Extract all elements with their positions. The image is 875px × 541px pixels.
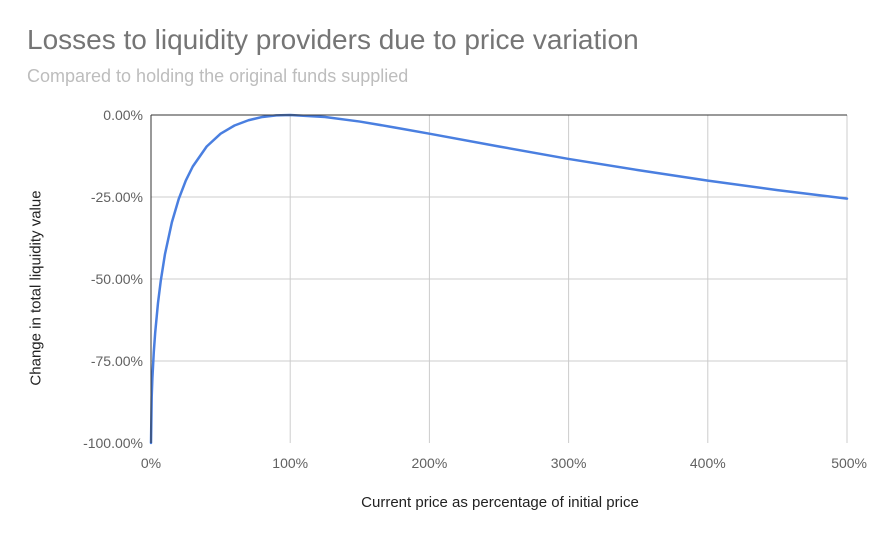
axes (150, 114, 847, 443)
x-tick-label: 0% (141, 455, 161, 471)
series-line (149, 113, 849, 445)
chart-subtitle: Compared to holding the original funds s… (27, 66, 409, 86)
x-tick-label: 200% (411, 455, 447, 471)
x-tick-label: 100% (272, 455, 308, 471)
x-tick-label: 300% (551, 455, 587, 471)
y-axis-ticks: 0.00% -25.00% -50.00% -75.00% -100.00% (83, 107, 143, 451)
x-axis-ticks: 0% 100% 200% 300% 400% 500% (141, 455, 867, 471)
y-tick-label: -25.00% (91, 189, 143, 205)
x-axis-label: Current price as percentage of initial p… (361, 494, 639, 511)
x-tick-label: 500% (831, 455, 867, 471)
y-tick-label: -75.00% (91, 353, 143, 369)
y-tick-label: 0.00% (103, 107, 143, 123)
y-tick-label: -100.00% (83, 435, 143, 451)
x-tick-label: 400% (690, 455, 726, 471)
series-lines (149, 113, 849, 445)
chart-title: Losses to liquidity providers due to pri… (27, 24, 639, 55)
y-tick-label: -50.00% (91, 271, 143, 287)
gridlines (151, 115, 848, 443)
